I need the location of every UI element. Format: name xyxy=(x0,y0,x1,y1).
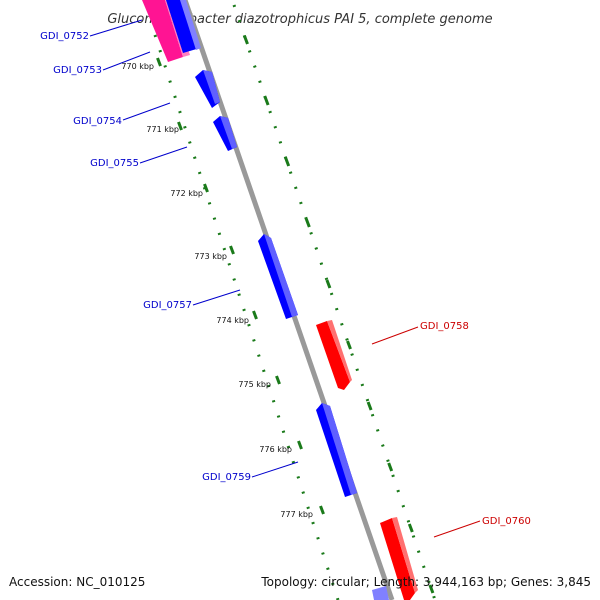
gene-gdi-0758-feature[interactable] xyxy=(316,321,350,390)
gene-gdi-0754-shade xyxy=(203,70,220,104)
leader-gdi-0758 xyxy=(371,326,419,345)
outer-tick-ring xyxy=(232,4,437,600)
tick-label-771kbp: 771 kbp xyxy=(146,125,179,134)
major-tick-inner-3 xyxy=(229,245,235,255)
topology-label: Topology: circular; Length: 3,944,163 bp… xyxy=(260,575,591,589)
leader-gdi-0755 xyxy=(139,146,188,164)
major-tick-outer-6 xyxy=(366,401,373,411)
major-tick-outer-2 xyxy=(284,157,291,167)
major-tick-outer-3 xyxy=(304,218,311,228)
gene-label-gdi-0755[interactable]: GDI_0755 xyxy=(90,158,139,169)
leader-gdi-0760 xyxy=(433,520,481,538)
gene-gdi-0758-shade xyxy=(327,320,352,382)
major-tick-outer-9 xyxy=(428,584,435,594)
major-tick-inner-2 xyxy=(203,183,209,193)
major-tick-outer-4 xyxy=(325,279,332,289)
gene-gdi-0760-feature[interactable] xyxy=(380,518,415,600)
major-tick-inner-0 xyxy=(156,57,162,67)
major-tick-outer-0 xyxy=(243,35,249,45)
gene-partial-bottom[interactable] xyxy=(372,586,389,600)
major-ticks xyxy=(156,35,435,594)
tick-label-775kbp: 775 kbp xyxy=(238,380,271,389)
tick-label-776kbp: 776 kbp xyxy=(259,445,292,454)
leader-gdi-0753 xyxy=(102,51,151,71)
leader-gdi-0754 xyxy=(122,102,171,121)
gene-gdi-0752-feature[interactable] xyxy=(142,0,183,62)
position-labels: 770 kbp 771 kbp 772 kbp 773 kbp 774 kbp … xyxy=(121,62,313,519)
gene-gdi-0755-shade xyxy=(220,116,237,149)
gene-label-gdi-0757[interactable]: GDI_0757 xyxy=(143,300,192,311)
gene-label-gdi-0758[interactable]: GDI_0758 xyxy=(420,321,469,332)
gene-label-gdi-0752[interactable]: GDI_0752 xyxy=(40,31,89,42)
tick-label-777kbp: 777 kbp xyxy=(280,510,313,519)
major-tick-inner-4 xyxy=(252,310,258,320)
major-tick-inner-5 xyxy=(275,375,281,385)
accession-label: Accession: NC_010125 xyxy=(9,575,145,589)
gene-gdi-0760-shade xyxy=(392,517,418,593)
major-tick-outer-8 xyxy=(407,523,414,533)
tick-label-774kbp: 774 kbp xyxy=(216,316,249,325)
gene-gdi-0759-shade xyxy=(322,403,357,495)
tick-label-773kbp: 773 kbp xyxy=(194,252,227,261)
gene-gdi-0757-shade xyxy=(264,234,298,317)
gene-gdi-0753-feature[interactable] xyxy=(166,0,200,53)
major-tick-outer-5 xyxy=(346,340,352,350)
gene-label-gdi-0753[interactable]: GDI_0753 xyxy=(53,65,102,76)
major-tick-inner-7 xyxy=(319,505,325,515)
gene-label-gdi-0759[interactable]: GDI_0759 xyxy=(202,472,251,483)
gene-label-gdi-0754[interactable]: GDI_0754 xyxy=(73,116,122,127)
major-tick-outer-7 xyxy=(387,462,394,472)
leader-gdi-0757 xyxy=(192,289,241,306)
tick-label-772kbp: 772 kbp xyxy=(170,189,203,198)
leader-gdi-0752 xyxy=(89,19,143,37)
gene-label-gdi-0760[interactable]: GDI_0760 xyxy=(482,516,531,527)
major-tick-inner-6 xyxy=(297,440,303,450)
gene-gdi-0753-shade xyxy=(180,0,201,50)
map-title: Gluconacetobacter diazotrophicus PAI 5, … xyxy=(107,12,492,27)
gene-leader-lines xyxy=(89,19,481,538)
major-tick-outer-1 xyxy=(263,96,270,106)
minor-ticks-outer xyxy=(232,4,437,600)
tick-label-770kbp: 770 kbp xyxy=(121,62,154,71)
major-tick-inner-1 xyxy=(177,121,183,131)
gene-features xyxy=(142,0,418,600)
leader-gdi-0759 xyxy=(251,461,299,478)
